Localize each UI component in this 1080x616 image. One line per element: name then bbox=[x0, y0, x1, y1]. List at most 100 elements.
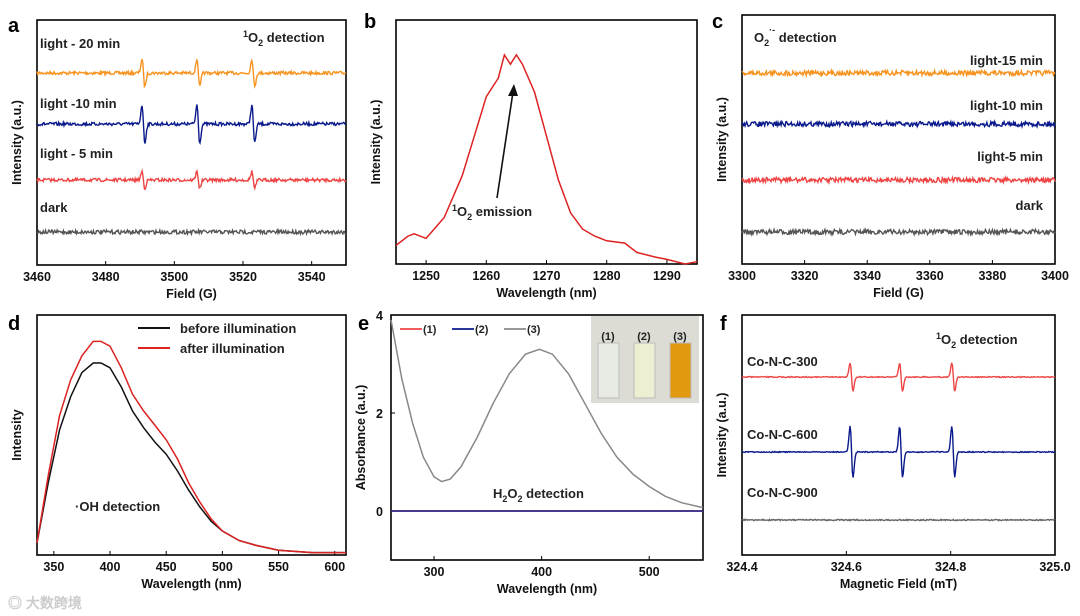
series-line-s2 bbox=[36, 168, 347, 191]
x-axis-label: Wavelength (nm) bbox=[496, 286, 596, 300]
panel-letter: b bbox=[364, 11, 376, 33]
y-axis-label: Absorbance (a.u.) bbox=[354, 385, 368, 491]
y-axis-label: Intensity (a.u.) bbox=[715, 97, 729, 182]
x-tick-label: 1250 bbox=[412, 269, 440, 283]
inset-photo: (1) (2) (3) bbox=[591, 316, 699, 403]
x-axis-label: Field (G) bbox=[873, 286, 924, 300]
vial-label: (2) bbox=[637, 331, 651, 343]
x-tick-label: 550 bbox=[268, 560, 289, 574]
y-tick-label: 4 bbox=[376, 309, 383, 323]
series-label: dark bbox=[1016, 198, 1044, 213]
y-axis-label: Intensity (a.u.) bbox=[715, 393, 729, 478]
panel-letter: c bbox=[712, 11, 723, 33]
series-line-s0 bbox=[741, 362, 1056, 392]
x-tick-label: 3520 bbox=[229, 270, 257, 284]
legend-label: before illumination bbox=[180, 321, 296, 336]
series-label: light - 20 min bbox=[40, 36, 120, 51]
series-line-s2 bbox=[741, 518, 1056, 522]
x-tick-label: 325.0 bbox=[1039, 560, 1070, 574]
panel-b: b 1250 1260 1270 1280 1290 Wavelength (nm) Inte… bbox=[364, 11, 698, 300]
y-axis-label: Intensity (a.u.) bbox=[10, 100, 24, 185]
x-tick-label: 1290 bbox=[653, 269, 681, 283]
x-tick-label: 1270 bbox=[533, 269, 561, 283]
vial-label: (1) bbox=[601, 331, 615, 343]
series-label: light-15 min bbox=[970, 53, 1043, 68]
x-tick-label: 500 bbox=[212, 560, 233, 574]
x-axis-label: Wavelength (nm) bbox=[141, 577, 241, 591]
series-line-s0 bbox=[741, 67, 1056, 79]
x-tick-label: 3300 bbox=[728, 269, 756, 283]
annotation: 1O2 detection bbox=[936, 331, 1018, 350]
panel-c: c 3300 3320 3340 3360 3380 3400 Field (G) Intens… bbox=[712, 11, 1069, 300]
series-label: dark bbox=[40, 200, 68, 215]
annotation: 1O2 detection bbox=[243, 29, 325, 48]
x-tick-label: 3320 bbox=[791, 269, 819, 283]
series-line-s0 bbox=[395, 53, 698, 265]
plot-frame bbox=[741, 14, 1056, 265]
x-axis-label: Magnetic Field (mT) bbox=[840, 577, 957, 591]
x-tick-label: 450 bbox=[156, 560, 177, 574]
arrow-head-icon bbox=[508, 84, 518, 96]
y-axis-label: Intensity bbox=[10, 409, 24, 460]
series-label: light -10 min bbox=[40, 96, 117, 111]
x-tick-label: 350 bbox=[43, 560, 64, 574]
panel-e: e 300 400 500 Wavelength (nm) Absorbance (a.u… bbox=[354, 309, 704, 596]
arrow-line bbox=[496, 91, 514, 199]
x-tick-label: 500 bbox=[639, 565, 660, 579]
plot-frame bbox=[390, 314, 704, 561]
panel-letter: d bbox=[8, 313, 20, 335]
legend-label: (3) bbox=[527, 324, 541, 336]
x-tick-label: 324.4 bbox=[726, 560, 757, 574]
series-label: Co-N-C-600 bbox=[747, 427, 818, 442]
annotation: O2·- detection bbox=[754, 25, 837, 48]
x-tick-label: 3400 bbox=[1041, 269, 1069, 283]
series-label: light-5 min bbox=[977, 149, 1043, 164]
vial-label: (3) bbox=[673, 331, 687, 343]
series-line-s3 bbox=[741, 227, 1056, 237]
x-tick-label: 3340 bbox=[853, 269, 881, 283]
x-tick-label: 3380 bbox=[978, 269, 1006, 283]
series-line-s2 bbox=[741, 174, 1056, 186]
x-tick-label: 1280 bbox=[593, 269, 621, 283]
watermark-logo: ◎ 大数跨境 bbox=[8, 595, 82, 611]
series-line-s1 bbox=[36, 340, 346, 554]
x-tick-label: 600 bbox=[324, 560, 345, 574]
series-line-s0 bbox=[36, 58, 347, 89]
series-label: light-10 min bbox=[970, 98, 1043, 113]
panel-a: a 3460 3480 3500 3520 3540 Field (G) Intensity … bbox=[8, 15, 347, 301]
plot-frame bbox=[741, 314, 1056, 556]
series-line-s3 bbox=[36, 227, 347, 237]
series-line-s0 bbox=[36, 362, 346, 554]
vial bbox=[669, 342, 692, 399]
x-tick-label: 3500 bbox=[160, 270, 188, 284]
panel-d: d 350 400 450 500 550 600 Wavelength (nm) Intens… bbox=[8, 313, 347, 591]
legend-label: (2) bbox=[475, 324, 489, 336]
x-tick-label: 3540 bbox=[298, 270, 326, 284]
x-tick-label: 3480 bbox=[92, 270, 120, 284]
x-tick-label: 3460 bbox=[23, 270, 51, 284]
x-tick-label: 324.8 bbox=[935, 560, 966, 574]
x-tick-label: 400 bbox=[531, 565, 552, 579]
series-label: Co-N-C-300 bbox=[747, 354, 818, 369]
series-line-s1 bbox=[741, 425, 1056, 478]
panel-letter: a bbox=[8, 15, 20, 37]
legend-label: after illumination bbox=[180, 341, 285, 356]
x-tick-label: 324.6 bbox=[831, 560, 862, 574]
x-tick-label: 3360 bbox=[916, 269, 944, 283]
plot-frame bbox=[36, 19, 347, 266]
y-axis-label: Intensity (a.u.) bbox=[369, 100, 383, 185]
panel-letter: f bbox=[720, 313, 727, 335]
annotation: 1O2 emission bbox=[452, 203, 532, 222]
series-label: Co-N-C-900 bbox=[747, 485, 818, 500]
x-axis-label: Wavelength (nm) bbox=[497, 582, 597, 596]
series-line-s1 bbox=[741, 118, 1056, 130]
series-line-s2 bbox=[390, 319, 704, 509]
y-tick-label: 0 bbox=[376, 505, 383, 519]
panel-f: f 324.4 324.6 324.8 325.0 Magnetic Field (mT)… bbox=[715, 313, 1071, 591]
x-tick-label: 1260 bbox=[472, 269, 500, 283]
panel-letter: e bbox=[358, 313, 369, 335]
plot-frame bbox=[36, 314, 347, 556]
vial bbox=[633, 342, 656, 399]
y-tick-label: 2 bbox=[376, 407, 383, 421]
